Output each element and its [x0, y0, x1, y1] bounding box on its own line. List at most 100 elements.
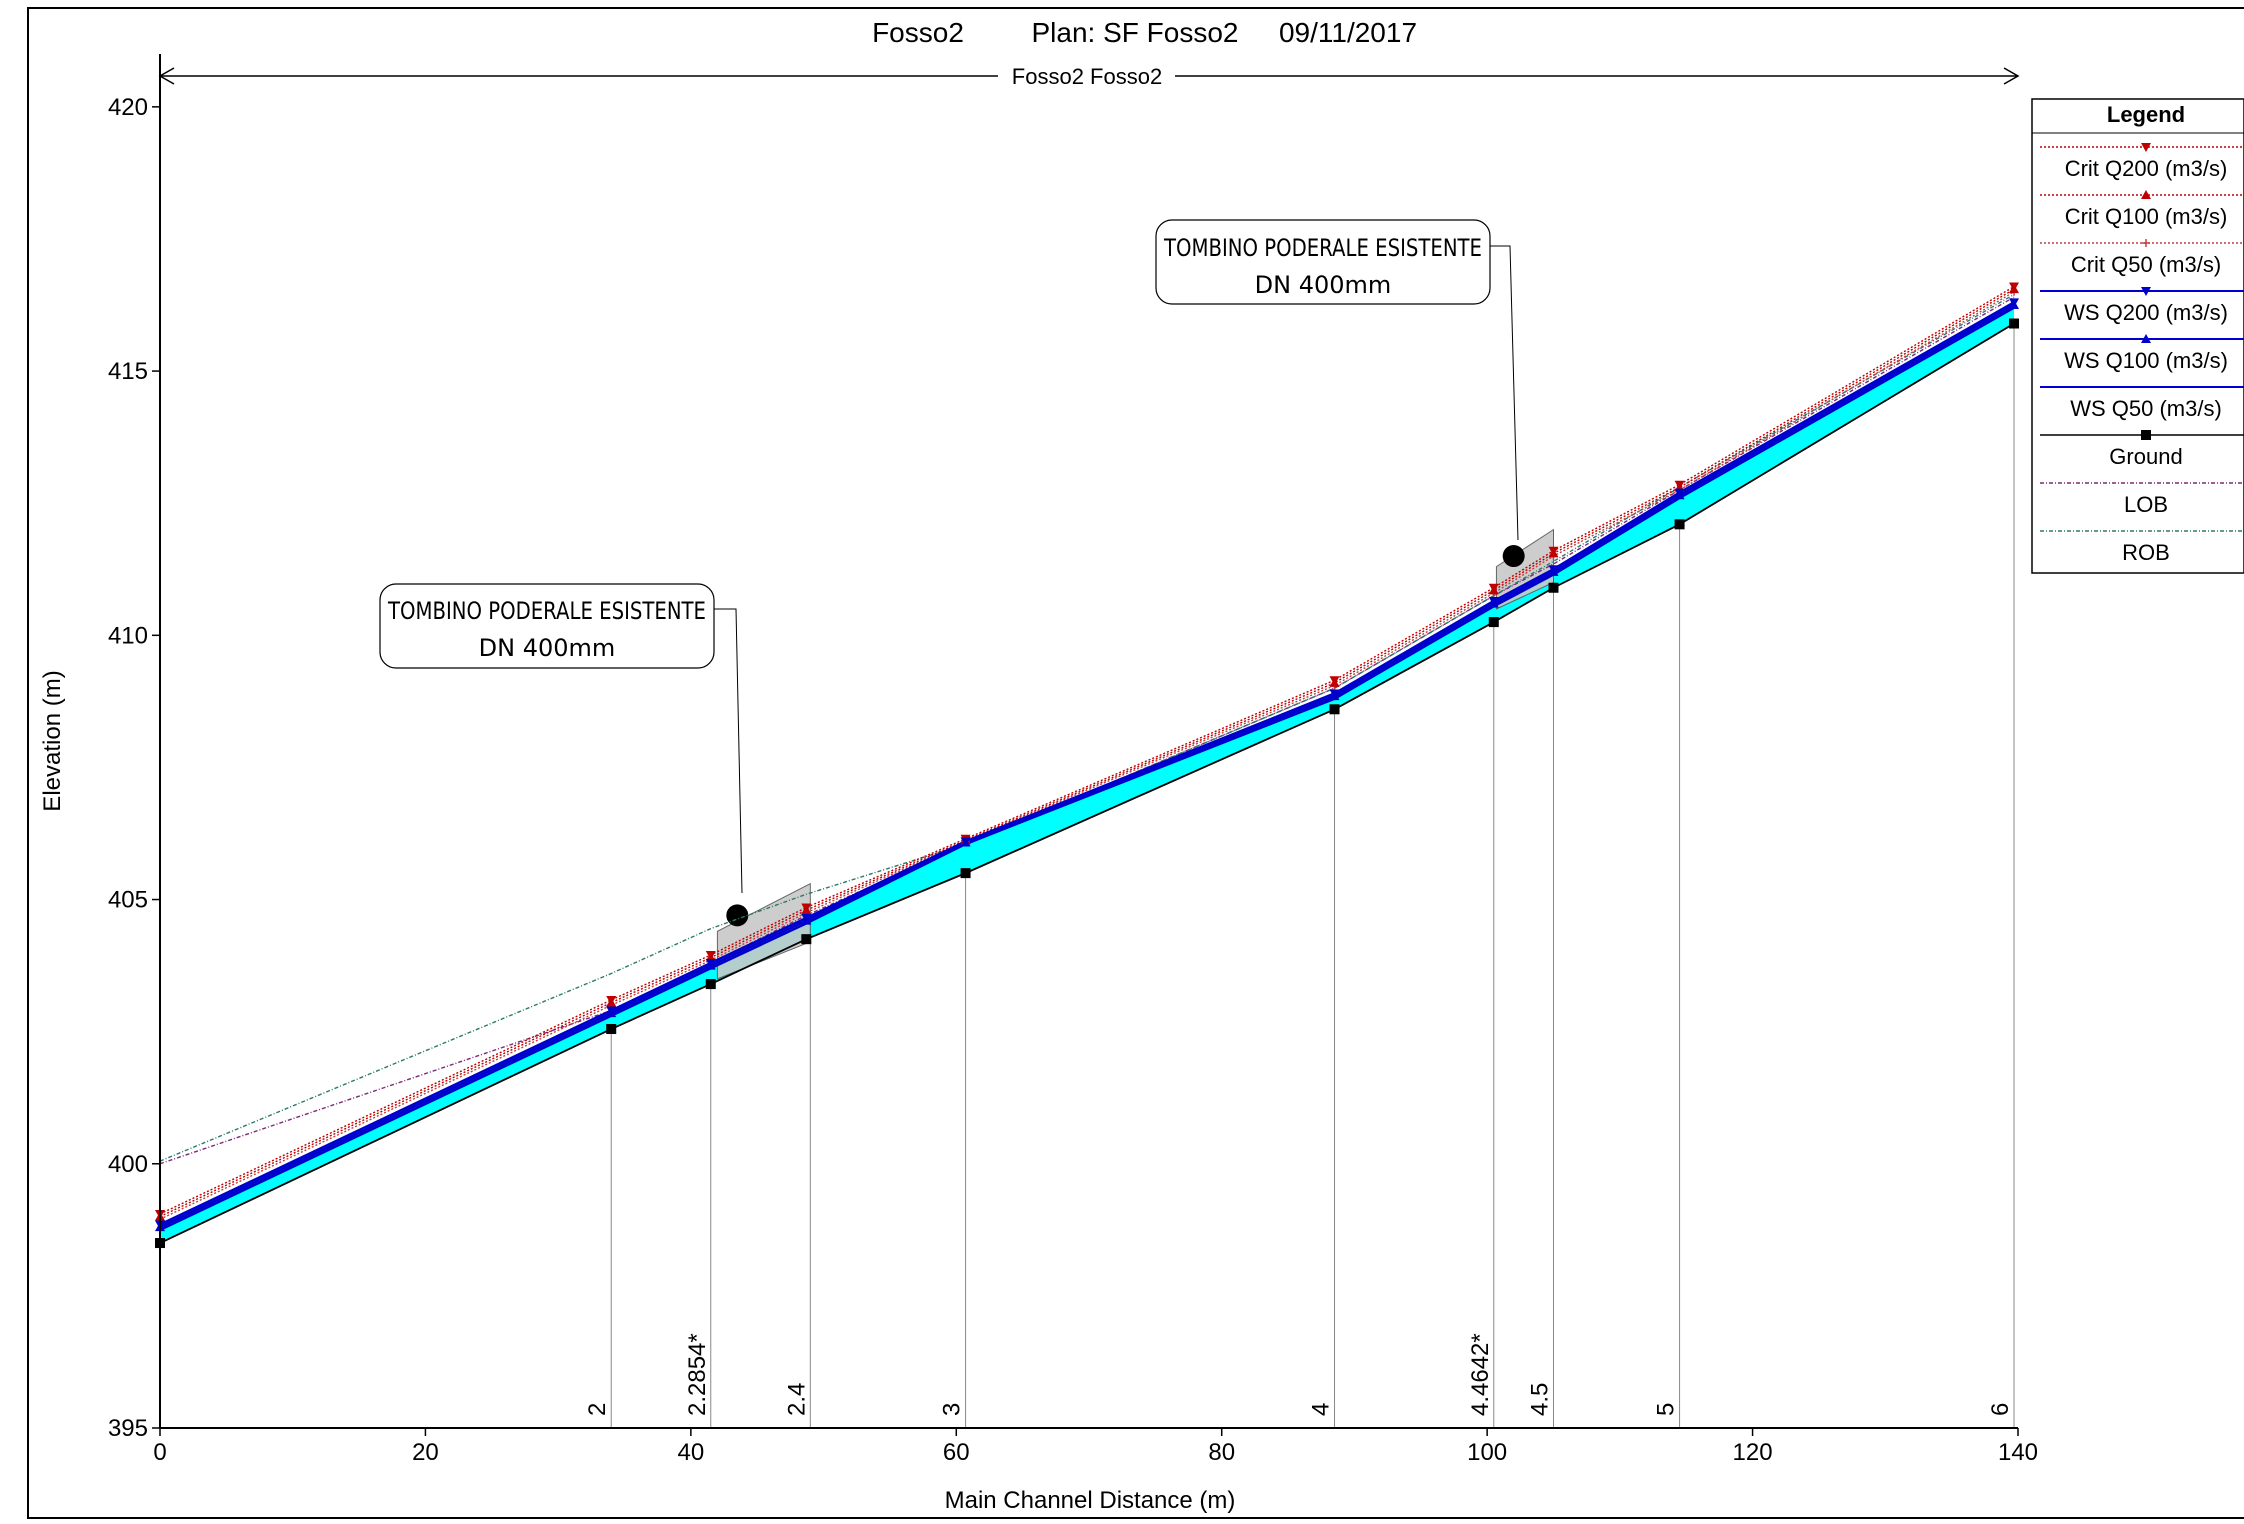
station-label-1: 2	[584, 1403, 611, 1416]
legend-title: Legend	[2107, 102, 2185, 127]
legend-item-label-8: LOB	[2124, 492, 2168, 517]
x-tick-label-0: 0	[153, 1439, 166, 1466]
y-tick-label-405: 405	[108, 887, 148, 914]
y-tick-label-400: 400	[108, 1151, 148, 1178]
x-tick-label-60: 60	[943, 1439, 970, 1466]
culvert-1	[716, 882, 811, 980]
point-ground-6	[1329, 704, 1340, 715]
point-crit-q200-m3-s-6	[1329, 676, 1340, 686]
plot-area	[155, 282, 2020, 1428]
point-ws-q200-m3-s-9	[1674, 488, 1685, 498]
header-plan: Plan: SF Fosso2	[1032, 17, 1239, 48]
x-tick-label-80: 80	[1208, 1439, 1235, 1466]
point-crit-q200-m3-s-3	[705, 951, 716, 961]
legend-marker-7	[2141, 430, 2151, 440]
station-label-5: 4	[1308, 1403, 1335, 1416]
header-project: Fosso2	[872, 17, 964, 48]
callout-2-leader	[1490, 245, 1519, 541]
culvert-2	[1495, 528, 1554, 610]
point-ws-q200-m3-s-10	[2009, 298, 2020, 308]
series-line-crit-q200-m3-s	[159, 285, 2015, 1215]
x-tick-label-140: 140	[1998, 1439, 2038, 1466]
series-line-crit-q100-m3-s	[159, 288, 2015, 1218]
legend-marker-5	[2141, 334, 2151, 343]
point-crit-q200-m3-s-2	[606, 995, 617, 1005]
reach-label: Fosso2 Fosso2	[1012, 64, 1162, 89]
series-line-ws-q200-m3-s	[159, 301, 2015, 1226]
x-tick-label-40: 40	[678, 1439, 705, 1466]
y-tick-label-410: 410	[108, 622, 148, 649]
series-line-crit-q50-m3-s	[159, 291, 2015, 1220]
legend: Legend Crit Q200 (m3/s)Crit Q100 (m3/s)C…	[2031, 98, 2244, 574]
y-tick-label-420: 420	[108, 94, 148, 121]
point-ground-10	[2009, 318, 2020, 329]
series-line-ws-q100-m3-s	[159, 303, 2015, 1229]
station-label-4: 3	[939, 1403, 966, 1416]
legend-item-label-7: Ground	[2109, 444, 2182, 469]
legend-item-label-4: WS Q200 (m3/s)	[2064, 300, 2228, 325]
series-line-lob	[159, 296, 2015, 1165]
water-fill	[160, 302, 2015, 1244]
markers-layer	[155, 282, 2020, 1249]
station-label-2: 2.2854*	[684, 1333, 711, 1416]
station-label-7: 4.5	[1527, 1383, 1554, 1416]
callouts: TOMBINO PODERALE ESISTENTE DN 400mm TOMB…	[379, 219, 1519, 894]
water-fill-layer	[160, 302, 2015, 1244]
x-ticks: 0 20 40 60 80 100 120 140	[153, 1428, 2038, 1466]
point-crit-q200-m3-s-4	[801, 903, 812, 913]
legend-item-label-3: Crit Q50 (m3/s)	[2071, 252, 2221, 277]
station-label-9: 6	[1987, 1403, 2014, 1416]
legend-item-label-9: ROB	[2122, 540, 2170, 565]
y-tick-label-395: 395	[108, 1415, 148, 1442]
point-ground-4	[801, 934, 812, 945]
header-date: 09/11/2017	[1279, 17, 1417, 48]
callout-1: TOMBINO PODERALE ESISTENTE DN 400mm	[379, 583, 743, 894]
legend-item-label-2: Crit Q100 (m3/s)	[2065, 204, 2228, 229]
callout-2-line1: TOMBINO PODERALE ESISTENTE	[1163, 234, 1482, 262]
y-tick-label-415: 415	[108, 358, 148, 385]
callout-1-leader	[714, 608, 743, 894]
legend-items: Crit Q200 (m3/s) Crit Q100 (m3/s) Crit Q50…	[2040, 143, 2244, 565]
point-ground-9	[1674, 519, 1685, 530]
callout-2-line2: DN 400mm	[1255, 271, 1392, 299]
point-ground-3	[705, 979, 716, 990]
legend-marker-1	[2141, 143, 2151, 152]
callout-2-box	[1155, 219, 1491, 305]
x-tick-label-20: 20	[412, 1439, 439, 1466]
callout-2: TOMBINO PODERALE ESISTENTE DN 400mm	[1155, 219, 1519, 541]
legend-box	[2031, 98, 2244, 574]
callout-1-line1: TOMBINO PODERALE ESISTENTE	[387, 597, 706, 625]
y-axis-label: Elevation (m)	[39, 670, 66, 811]
callout-1-line2: DN 400mm	[479, 634, 616, 662]
station-label-6: 4.4642*	[1467, 1333, 1494, 1416]
figure-border	[27, 7, 2244, 1519]
point-crit-q200-m3-s-7	[1488, 583, 1499, 593]
reach-arrow: Fosso2 Fosso2	[158, 64, 2020, 89]
point-crit-q200-m3-s-10	[2009, 282, 2020, 292]
point-ground-2	[606, 1024, 617, 1035]
legend-item-label-1: Crit Q200 (m3/s)	[2065, 156, 2228, 181]
point-ground-5	[960, 868, 971, 879]
y-ticks: 395 400 405 410 415 420	[108, 94, 160, 1442]
x-axis-label: Main Channel Distance (m)	[945, 1487, 1236, 1514]
legend-marker-2	[2141, 190, 2151, 199]
point-ground-7	[1488, 617, 1499, 628]
point-ws-q200-m3-s-6	[1329, 689, 1340, 699]
x-tick-label-120: 120	[1733, 1439, 1773, 1466]
point-ground-8	[1548, 582, 1559, 593]
station-label-8: 5	[1653, 1403, 1680, 1416]
station-lines-layer	[610, 323, 2015, 1428]
series-line-ws-q50-m3-s	[159, 306, 2015, 1231]
callout-1-dot	[726, 904, 749, 927]
point-ws-q200-m3-s-3	[705, 958, 716, 968]
point-ws-q200-m3-s-8	[1548, 565, 1559, 575]
legend-marker-3	[2142, 239, 2150, 247]
point-ws-q200-m3-s-2	[606, 1006, 617, 1016]
axes: 0 20 40 60 80 100 120 140 395 400 405 410 415 420 Ma…	[39, 54, 2038, 1514]
legend-item-label-6: WS Q50 (m3/s)	[2070, 396, 2222, 421]
point-ws-q200-m3-s-5	[960, 837, 971, 847]
point-crit-q200-m3-s-9	[1674, 480, 1685, 490]
point-ws-q200-m3-s-7	[1488, 596, 1499, 606]
station-label-3: 2.4	[783, 1383, 810, 1416]
